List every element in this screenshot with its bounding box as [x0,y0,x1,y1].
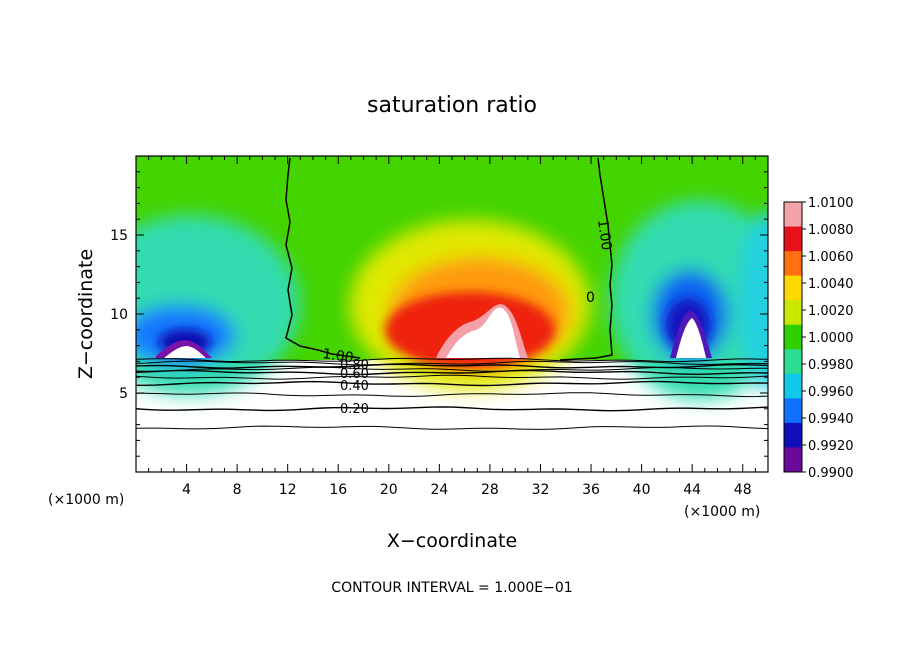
colorbar-swatch [784,373,802,399]
isolines [136,357,768,430]
colorbar-label: 1.0020 [808,304,854,319]
contour-label: 1.00 [321,346,354,366]
colorbar-swatch [784,324,802,350]
isoline [136,357,768,363]
isoline [136,392,768,398]
colorbar-label: 1.0100 [808,196,854,211]
colorbar-label: 0.9980 [808,358,854,373]
isoline [136,360,768,366]
x-tick-label: 12 [279,482,297,498]
colorbar-label: 1.0040 [808,277,854,292]
x-tick-label: 16 [329,482,347,498]
contour-label: 0.80 [340,358,369,373]
colorbar-label: 0.9960 [808,385,854,400]
x-tick-label: 20 [380,482,398,498]
saturation-field [136,156,768,400]
x-unit-left: (×1000 m) [48,492,124,508]
isoline [136,369,768,376]
colorbar-label: 1.0080 [808,223,854,238]
contour-label: 0.40 [340,379,369,394]
colorbar-swatch [784,275,802,301]
colorbar-swatch [784,251,802,277]
colorbar-label: 0.9940 [808,412,854,427]
isoline [136,366,768,372]
contour-labels: 1.00 1.00 0 0.80 0.60 0.40 0.20 [321,218,614,417]
contour-label: 0 [586,290,595,306]
colorbar-label: 0.9920 [808,439,854,454]
y-axis-label: Z−coordinate [75,249,97,379]
colorbar-label: 0.9900 [808,466,854,481]
x-axis-label: X−coordinate [387,530,517,552]
colorbar-swatch [784,398,802,424]
contour-label: 0.20 [340,402,369,417]
x-axis: 4 8 12 16 20 24 28 32 36 40 44 48 [148,156,756,498]
y-tick-label: 15 [110,228,128,244]
contour-interval-footer: CONTOUR INTERVAL = 1.000E−01 [331,580,572,596]
x-tick-label: 4 [182,482,191,498]
contour-1.00-left [285,157,361,359]
isoline [136,425,768,430]
y-tick-label: 5 [119,386,128,402]
left-white-gap [164,346,206,358]
isoline [136,380,768,387]
chart-title: saturation ratio [367,93,537,118]
colorbar: 1.0100 1.0080 1.0060 1.0040 1.0020 1.0000 0.99… [783,196,854,481]
right-white-gap [676,318,706,358]
central-white-gap [446,307,520,358]
colorbar-swatch [784,300,802,326]
contour-1.00-right [559,157,613,361]
y-axis: 5 10 15 [110,171,768,457]
x-tick-label: 8 [233,482,242,498]
isoline [136,374,768,380]
x-tick-label: 48 [734,482,752,498]
contour-lines [136,157,768,430]
x-tick-label: 28 [481,482,499,498]
colorbar-label: 1.0000 [808,331,854,346]
x-tick-label: 36 [582,482,600,498]
x-tick-label: 24 [430,482,448,498]
x-unit-right: (×1000 m) [684,504,760,520]
colorbar-swatch [784,202,802,228]
x-tick-label: 32 [532,482,550,498]
colorbar-swatch [784,349,802,375]
y-tick-label: 10 [110,307,128,323]
colorbar-swatch [784,447,802,473]
isoline [136,406,768,412]
contour-label: 0.60 [340,367,369,382]
contour-label: 1.00 [594,218,614,251]
x-tick-label: 40 [633,482,651,498]
right-edge-cyan [740,210,768,390]
x-tick-label: 44 [683,482,701,498]
colorbar-swatch [784,226,802,252]
colorbar-label: 1.0060 [808,250,854,265]
colorbar-swatch [784,422,802,448]
